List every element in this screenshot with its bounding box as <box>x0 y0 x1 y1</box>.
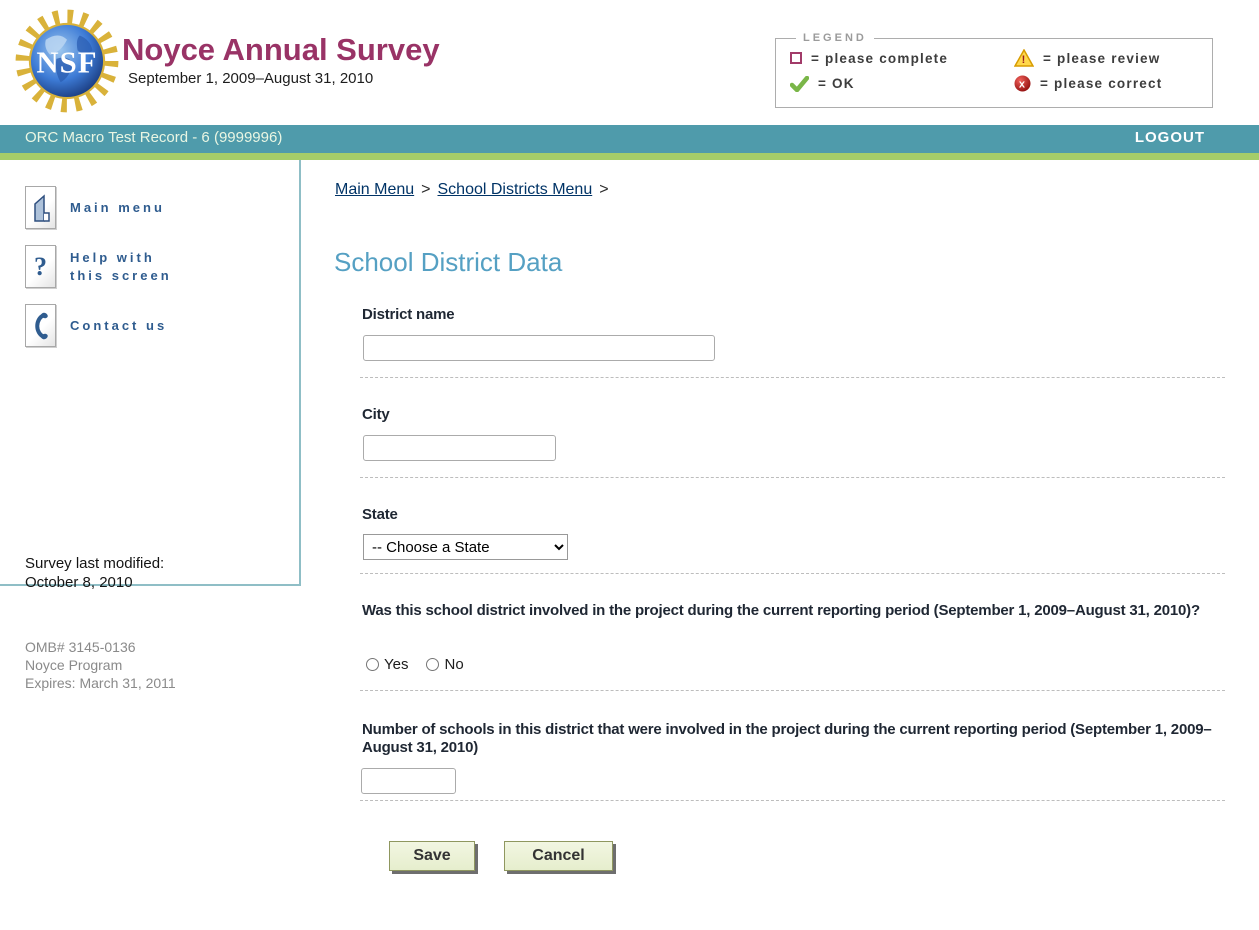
warning-triangle-icon: ! <box>1014 49 1034 67</box>
legend-label: = please review <box>1043 50 1161 66</box>
sidebar-item-help[interactable]: ? Help with this screen <box>25 245 172 288</box>
breadcrumb-separator: > <box>421 181 431 198</box>
sidebar-item-contact[interactable]: Contact us <box>25 304 167 347</box>
nsf-logo: NSF <box>15 9 119 113</box>
green-divider <box>0 153 1259 160</box>
sidebar-item-label: Contact us <box>70 317 168 333</box>
city-label: City <box>362 406 390 423</box>
cancel-button[interactable]: Cancel <box>504 841 613 871</box>
please-complete-icon <box>790 52 802 64</box>
phone-icon <box>25 304 56 347</box>
section-divider <box>360 477 1225 478</box>
no-radio[interactable] <box>426 658 440 671</box>
involved-question: Was this school district involved in the… <box>362 602 1200 619</box>
legend-item-ok: = OK <box>790 75 1014 92</box>
no-radio-option[interactable]: No <box>426 656 464 673</box>
yes-radio[interactable] <box>366 658 379 671</box>
legend-title: LEGEND <box>803 32 867 44</box>
state-label: State <box>362 506 398 523</box>
schools-question: Number of schools in this district that … <box>362 721 1212 756</box>
breadcrumb-separator: > <box>599 181 609 198</box>
breadcrumb: Main Menu > School Districts Menu > <box>335 181 616 199</box>
section-divider <box>360 690 1225 691</box>
omb-info: OMB# 3145-0136 Noyce Program Expires: Ma… <box>25 639 176 691</box>
logout-link[interactable]: LOGOUT <box>1134 129 1205 146</box>
yes-radio-option[interactable]: Yes <box>366 656 408 673</box>
red-x-icon: x <box>1014 75 1031 92</box>
top-bar <box>0 125 1259 153</box>
sidebar-item-main-menu[interactable]: Main menu <box>25 186 165 229</box>
district-name-label: District name <box>362 306 455 323</box>
survey-last-modified: Survey last modified: October 8, 2010 <box>25 555 165 591</box>
yes-label: Yes <box>384 656 409 673</box>
sidebar: Main menu ? Help with this screen Contac… <box>0 160 301 691</box>
page-title: School District Data <box>334 247 563 277</box>
legend-item-review: ! = please review <box>1014 49 1202 67</box>
app-subtitle: September 1, 2009–August 31, 2010 <box>128 70 374 87</box>
sidebar-item-label: Help with this screen <box>70 249 172 283</box>
help-icon: ? <box>25 245 56 288</box>
section-divider <box>360 377 1225 378</box>
legend-item-correct: x = please correct <box>1014 75 1202 92</box>
legend-label: = OK <box>818 76 855 91</box>
legend-label: = please correct <box>1040 76 1163 91</box>
green-check-icon <box>790 75 809 92</box>
no-label: No <box>444 656 464 673</box>
state-select[interactable]: -- Choose a State <box>363 534 568 560</box>
save-button[interactable]: Save <box>389 841 475 871</box>
legend-label: = please complete <box>811 50 949 66</box>
breadcrumb-school-districts-link[interactable]: School Districts Menu <box>437 181 593 198</box>
involved-radio-group: Yes No <box>366 656 464 673</box>
district-name-input[interactable] <box>363 335 715 361</box>
legend-item-complete: = please complete <box>790 49 1014 67</box>
sidebar-item-label: Main menu <box>70 199 165 215</box>
svg-text:!: ! <box>1022 54 1027 66</box>
section-divider <box>360 800 1225 801</box>
home-icon <box>25 186 56 229</box>
app-title: Noyce Annual Survey <box>122 32 440 67</box>
section-divider <box>360 573 1225 574</box>
svg-text:NSF: NSF <box>36 46 97 80</box>
svg-text:x: x <box>1019 79 1026 91</box>
schools-count-input[interactable] <box>361 768 456 794</box>
breadcrumb-main-menu-link[interactable]: Main Menu <box>335 181 415 198</box>
city-input[interactable] <box>363 435 556 461</box>
record-identifier: ORC Macro Test Record - 6 (9999996) <box>25 129 283 146</box>
legend-box: LEGEND = please complete ! = please revi… <box>775 32 1213 108</box>
